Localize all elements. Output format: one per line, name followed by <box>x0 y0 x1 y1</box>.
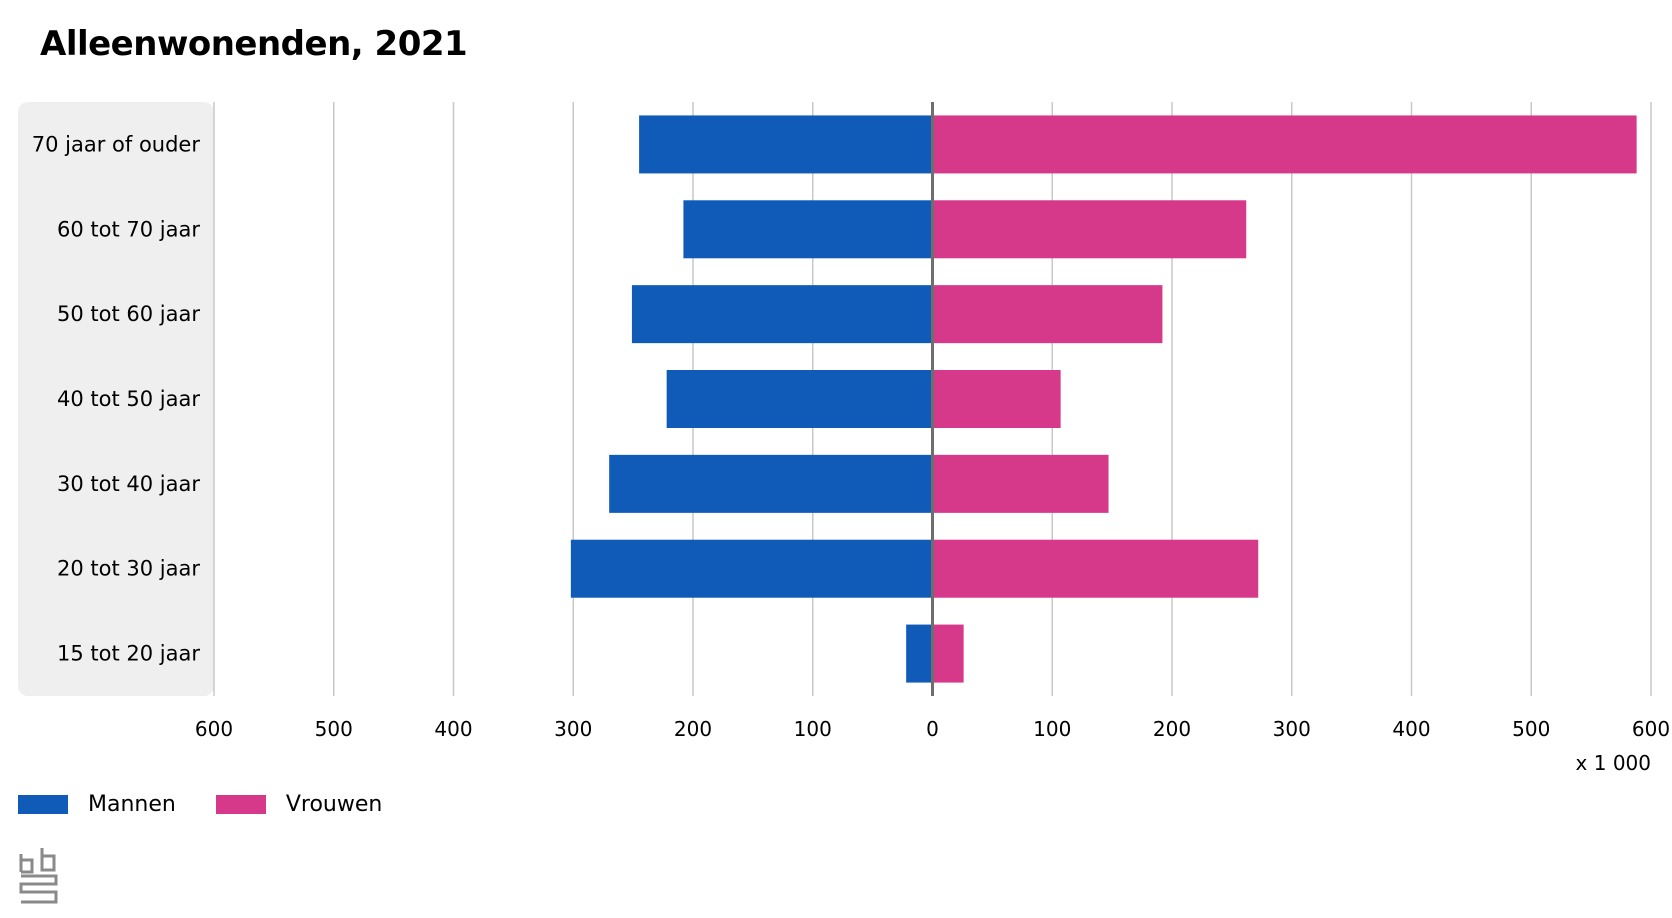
bar-vrouwen <box>932 624 964 683</box>
bar-mannen <box>631 285 933 344</box>
x-tick-label: 600 <box>195 717 233 741</box>
legend-label-vrouwen: Vrouwen <box>285 792 383 817</box>
category-label: 15 tot 20 jaar <box>57 642 200 666</box>
x-tick-label: 100 <box>794 717 832 741</box>
unit-label: x 1 000 <box>1576 751 1651 775</box>
bar-mannen <box>666 370 933 428</box>
chart-title: Alleenwonenden, 2021 <box>40 24 468 64</box>
x-tick-label: 300 <box>1273 717 1311 741</box>
legend: Mannen Vrouwen <box>18 792 422 817</box>
x-tick-label: 100 <box>1033 717 1071 741</box>
category-label: 60 tot 70 jaar <box>57 217 200 241</box>
bar-mannen <box>639 115 933 174</box>
category-label: 50 tot 60 jaar <box>57 302 200 326</box>
bars <box>570 115 1637 683</box>
bar-vrouwen <box>932 370 1061 428</box>
category-label: 20 tot 30 jaar <box>57 557 200 581</box>
x-tick-label: 400 <box>434 717 472 741</box>
x-tick-label: 200 <box>1153 717 1191 741</box>
legend-swatch-mannen <box>18 795 68 814</box>
bar-vrouwen <box>932 200 1247 259</box>
bar-vrouwen <box>932 115 1637 174</box>
x-tick-label: 600 <box>1632 717 1670 741</box>
category-label: 70 jaar of ouder <box>32 132 201 156</box>
x-tick-label: 300 <box>554 717 592 741</box>
bar-vrouwen <box>932 454 1109 513</box>
x-tick-label: 500 <box>315 717 353 741</box>
bar-vrouwen <box>932 539 1259 598</box>
x-tick-labels: 600 500 400 300 200 100 0 100 200 300 400 500 600 <box>195 717 1670 741</box>
bar-mannen <box>683 200 933 259</box>
x-tick-label: 500 <box>1512 717 1550 741</box>
bar-vrouwen <box>932 285 1163 344</box>
legend-swatch-vrouwen <box>215 795 266 814</box>
legend-item-mannen: Mannen <box>18 792 176 817</box>
category-label: 30 tot 40 jaar <box>57 472 200 496</box>
category-label: 40 tot 50 jaar <box>57 387 200 411</box>
cbs-logo-icon <box>19 848 58 904</box>
legend-label-mannen: Mannen <box>88 792 176 817</box>
bar-mannen <box>906 624 933 683</box>
category-labels: 70 jaar of ouder 60 tot 70 jaar 50 tot 60 … <box>32 132 201 665</box>
x-tick-label: 0 <box>926 717 939 741</box>
bar-mannen <box>609 454 933 513</box>
x-tick-label: 200 <box>674 717 712 741</box>
x-tick-label: 400 <box>1392 717 1430 741</box>
bar-mannen <box>570 539 933 598</box>
legend-item-vrouwen: Vrouwen <box>215 792 383 817</box>
category-panel <box>18 102 214 696</box>
